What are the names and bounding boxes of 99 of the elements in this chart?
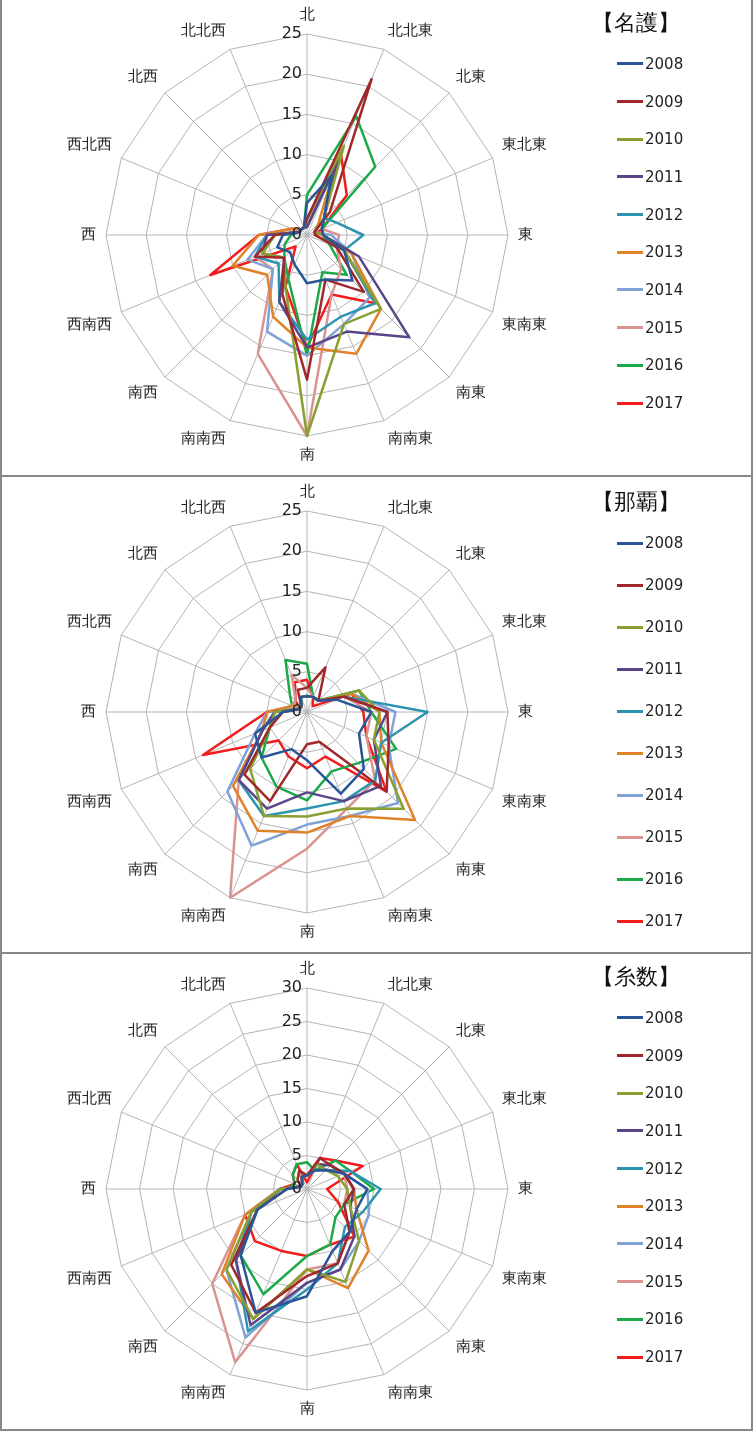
- spoke-label: 北: [299, 482, 315, 500]
- legend-label: 2014: [645, 1234, 684, 1253]
- spoke-label: 北東: [456, 543, 487, 561]
- spoke-label: 南南西: [181, 429, 227, 447]
- legend-label: 2012: [645, 1159, 684, 1178]
- legend-label: 2016: [645, 870, 684, 888]
- y-tick-label: 30: [281, 977, 302, 997]
- y-tick-label: 10: [281, 1111, 302, 1131]
- y-tick-label: 15: [281, 580, 302, 600]
- legend-label: 2016: [645, 1310, 684, 1329]
- spoke-label: 西南西: [67, 314, 113, 332]
- spoke-label: 北西: [127, 66, 158, 84]
- chart-title: 【名護】: [592, 9, 680, 37]
- legend-label: 2008: [645, 1008, 684, 1027]
- spoke-label: 北北東: [387, 21, 433, 39]
- legend-label: 2010: [645, 1084, 684, 1103]
- legend-label: 2015: [645, 318, 684, 337]
- y-tick-label: 20: [281, 63, 302, 83]
- legend-label: 2009: [645, 92, 684, 111]
- legend-label: 2012: [645, 205, 684, 224]
- spoke-label: 南西: [127, 1337, 158, 1355]
- spoke-label: 南西: [127, 383, 158, 401]
- y-tick-label: 25: [281, 1010, 302, 1030]
- spoke-label: 南南西: [181, 1383, 227, 1401]
- spoke-label: 西: [81, 1179, 96, 1197]
- spoke-label: 東: [518, 702, 533, 720]
- spoke-label: 南西: [127, 860, 158, 878]
- y-tick-label: 5: [291, 1144, 302, 1164]
- y-tick-label: 20: [281, 1044, 302, 1064]
- y-tick-label: 10: [281, 620, 302, 640]
- spoke-label: 南東: [456, 860, 487, 878]
- spoke-label: 西北西: [67, 612, 113, 630]
- spoke-label: 南南東: [387, 429, 433, 447]
- spoke-label: 西南西: [67, 1268, 113, 1286]
- y-tick-label: 20: [281, 540, 302, 560]
- legend-label: 2014: [645, 786, 684, 804]
- spoke-label: 北東: [456, 66, 487, 84]
- legend-label: 2015: [645, 1272, 684, 1291]
- spoke-label: 南南東: [387, 1383, 433, 1401]
- spoke-label: 南南西: [181, 906, 227, 924]
- legend-label: 2017: [645, 912, 684, 930]
- legend-label: 2017: [645, 1348, 684, 1367]
- spoke-label: 東北東: [501, 612, 547, 630]
- legend-label: 2016: [645, 356, 684, 375]
- y-tick-label: 25: [281, 500, 302, 520]
- spoke-label: 南: [299, 922, 315, 940]
- spoke-label: 北北東: [387, 498, 433, 516]
- legend-label: 2013: [645, 243, 684, 262]
- spoke-label: 北北西: [181, 498, 227, 516]
- spoke-label: 西南西: [67, 791, 113, 809]
- spoke-label: 南: [299, 1399, 315, 1417]
- spoke-label: 北西: [127, 543, 158, 561]
- spoke-label: 東: [518, 225, 533, 243]
- spoke-label: 南東: [456, 1337, 487, 1355]
- spoke-label: 東南東: [501, 791, 547, 809]
- spoke-label: 西北西: [67, 135, 113, 153]
- legend-label: 2009: [645, 576, 684, 594]
- y-tick-label: 5: [291, 183, 302, 203]
- legend-label: 2011: [645, 660, 684, 678]
- legend-label: 2008: [645, 534, 684, 552]
- spoke-label: 北: [299, 959, 315, 977]
- spoke-label: 東北東: [501, 135, 547, 153]
- legend-label: 2011: [645, 1121, 684, 1140]
- y-tick-label: 0: [291, 1178, 302, 1198]
- spoke-label: 北北東: [387, 975, 433, 993]
- y-tick-label: 0: [291, 224, 302, 244]
- spoke-label: 北西: [127, 1020, 158, 1038]
- spoke-label: 西: [81, 702, 96, 720]
- legend-label: 2011: [645, 167, 684, 186]
- chart-title: 【那覇】: [592, 488, 680, 516]
- legend-label: 2010: [645, 618, 684, 636]
- legend-label: 2008: [645, 54, 684, 73]
- legend-label: 2012: [645, 702, 684, 720]
- legend-label: 2010: [645, 130, 684, 149]
- spoke-label: 北: [299, 5, 315, 23]
- chart-title: 【糸数】: [592, 963, 680, 991]
- y-tick-label: 25: [281, 23, 302, 43]
- spoke-label: 西北西: [67, 1089, 113, 1107]
- spoke-label: 北北西: [181, 975, 227, 993]
- legend-label: 2013: [645, 1197, 684, 1216]
- y-tick-label: 5: [291, 660, 302, 680]
- spoke-label: 北北西: [181, 21, 227, 39]
- y-tick-label: 10: [281, 143, 302, 163]
- spoke-label: 西: [81, 225, 96, 243]
- spoke-label: 南: [299, 445, 315, 463]
- legend-label: 2009: [645, 1046, 684, 1065]
- spoke-label: 東南東: [501, 314, 547, 332]
- spoke-label: 北東: [456, 1020, 487, 1038]
- spoke-label: 東北東: [501, 1089, 547, 1107]
- legend-label: 2017: [645, 394, 684, 413]
- y-tick-label: 15: [281, 103, 302, 123]
- y-tick-label: 15: [281, 1077, 302, 1097]
- legend-label: 2015: [645, 828, 684, 846]
- spoke-label: 南東: [456, 383, 487, 401]
- spoke-label: 東: [518, 1179, 533, 1197]
- legend-label: 2014: [645, 280, 684, 299]
- spoke-label: 東南東: [501, 1268, 547, 1286]
- legend-label: 2013: [645, 744, 684, 762]
- spoke-label: 南南東: [387, 906, 433, 924]
